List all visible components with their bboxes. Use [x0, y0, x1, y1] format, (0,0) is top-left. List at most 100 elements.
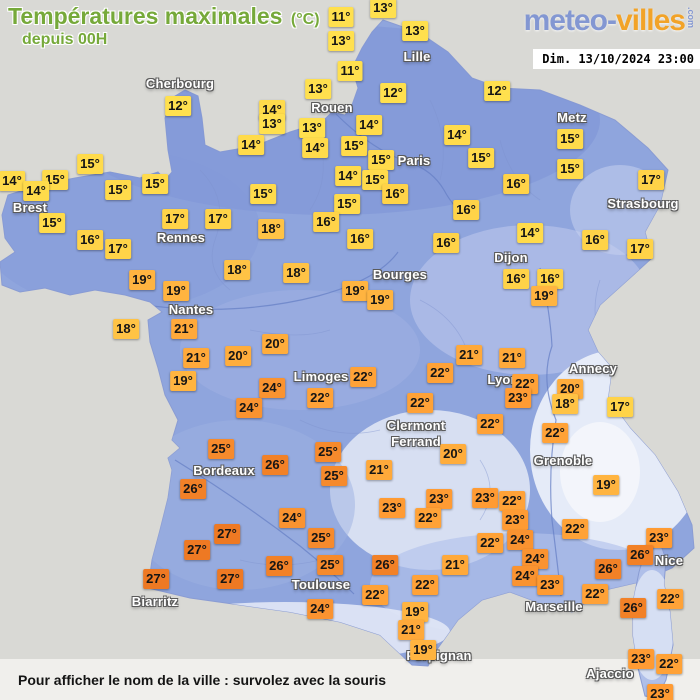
temperature-label[interactable]: 27° [217, 569, 243, 589]
temperature-label[interactable]: 18° [258, 219, 284, 239]
temperature-label[interactable]: 17° [205, 209, 231, 229]
temperature-label[interactable]: 24° [279, 508, 305, 528]
temperature-label[interactable]: 14° [356, 115, 382, 135]
temperature-label[interactable]: 19° [163, 281, 189, 301]
temperature-label[interactable]: 25° [208, 439, 234, 459]
temperature-label[interactable]: 16° [503, 269, 529, 289]
temperature-label[interactable]: 11° [328, 7, 354, 27]
temperature-label[interactable]: 13° [299, 118, 325, 138]
temperature-label[interactable]: 13° [259, 114, 285, 134]
temperature-label[interactable]: 17° [105, 239, 131, 259]
temperature-label[interactable]: 22° [350, 367, 376, 387]
temperature-label[interactable]: 21° [456, 345, 482, 365]
temperature-label[interactable]: 23° [472, 488, 498, 508]
temperature-label[interactable]: 22° [499, 491, 525, 511]
temperature-label[interactable]: 11° [337, 61, 363, 81]
temperature-label[interactable]: 24° [522, 549, 548, 569]
temperature-label[interactable]: 22° [477, 414, 503, 434]
temperature-label[interactable]: 24° [236, 398, 262, 418]
temperature-label[interactable]: 13° [402, 21, 428, 41]
temperature-label[interactable]: 24° [512, 566, 538, 586]
temperature-label[interactable]: 15° [105, 180, 131, 200]
temperature-label[interactable]: 18° [224, 260, 250, 280]
temperature-label[interactable]: 21° [499, 348, 525, 368]
temperature-label[interactable]: 15° [77, 154, 103, 174]
temperature-label[interactable]: 17° [607, 397, 633, 417]
temperature-label[interactable]: 26° [262, 455, 288, 475]
temperature-label[interactable]: 20° [440, 444, 466, 464]
temperature-label[interactable]: 26° [595, 559, 621, 579]
temperature-label[interactable]: 21° [183, 348, 209, 368]
temperature-label[interactable]: 15° [341, 136, 367, 156]
temperature-label[interactable]: 23° [502, 510, 528, 530]
temperature-label[interactable]: 27° [214, 524, 240, 544]
temperature-label[interactable]: 22° [427, 363, 453, 383]
temperature-label[interactable]: 22° [362, 585, 388, 605]
temperature-label[interactable]: 16° [433, 233, 459, 253]
temperature-label[interactable]: 23° [379, 498, 405, 518]
temperature-label[interactable]: 14° [23, 181, 49, 201]
temperature-label[interactable]: 19° [170, 371, 196, 391]
temperature-label[interactable]: 13° [328, 31, 354, 51]
temperature-label[interactable]: 13° [370, 0, 396, 18]
temperature-label[interactable]: 19° [410, 640, 436, 660]
temperature-label[interactable]: 22° [412, 575, 438, 595]
temperature-label[interactable]: 12° [484, 81, 510, 101]
temperature-label[interactable]: 15° [362, 170, 388, 190]
meteo-villes-logo[interactable]: meteo-villes .com [524, 4, 696, 38]
temperature-label[interactable]: 23° [628, 649, 654, 669]
temperature-label[interactable]: 23° [646, 528, 672, 548]
temperature-label[interactable]: 26° [627, 545, 653, 565]
temperature-label[interactable]: 25° [315, 442, 341, 462]
temperature-label[interactable]: 15° [142, 174, 168, 194]
temperature-label[interactable]: 25° [321, 466, 347, 486]
temperature-label[interactable]: 21° [366, 460, 392, 480]
temperature-label[interactable]: 14° [302, 138, 328, 158]
temperature-label[interactable]: 17° [627, 239, 653, 259]
temperature-label[interactable]: 23° [505, 388, 531, 408]
temperature-label[interactable]: 21° [398, 620, 424, 640]
temperature-label[interactable]: 18° [552, 394, 578, 414]
temperature-label[interactable]: 25° [308, 528, 334, 548]
temperature-label[interactable]: 24° [259, 378, 285, 398]
temperature-label[interactable]: 20° [225, 346, 251, 366]
temperature-label[interactable]: 23° [426, 489, 452, 509]
temperature-label[interactable]: 26° [180, 479, 206, 499]
temperature-label[interactable]: 19° [593, 475, 619, 495]
temperature-label[interactable]: 13° [305, 79, 331, 99]
temperature-label[interactable]: 19° [531, 286, 557, 306]
temperature-label[interactable]: 16° [582, 230, 608, 250]
temperature-label[interactable]: 12° [380, 83, 406, 103]
temperature-label[interactable]: 20° [262, 334, 288, 354]
temperature-label[interactable]: 22° [562, 519, 588, 539]
temperature-label[interactable]: 12° [165, 96, 191, 116]
temperature-label[interactable]: 22° [307, 388, 333, 408]
temperature-label[interactable]: 21° [171, 319, 197, 339]
temperature-label[interactable]: 27° [143, 569, 169, 589]
temperature-label[interactable]: 24° [507, 530, 533, 550]
temperature-label[interactable]: 22° [407, 393, 433, 413]
temperature-label[interactable]: 14° [517, 223, 543, 243]
temperature-label[interactable]: 16° [453, 200, 479, 220]
temperature-label[interactable]: 14° [238, 135, 264, 155]
temperature-label[interactable]: 25° [317, 555, 343, 575]
temperature-label[interactable]: 16° [347, 229, 373, 249]
temperature-label[interactable]: 23° [537, 575, 563, 595]
temperature-label[interactable]: 19° [342, 281, 368, 301]
temperature-label[interactable]: 17° [638, 170, 664, 190]
temperature-label[interactable]: 19° [367, 290, 393, 310]
temperature-label[interactable]: 15° [557, 129, 583, 149]
temperature-label[interactable]: 22° [657, 589, 683, 609]
temperature-label[interactable]: 16° [382, 184, 408, 204]
temperature-label[interactable]: 26° [620, 598, 646, 618]
temperature-label[interactable]: 14° [335, 166, 361, 186]
temperature-label[interactable]: 15° [39, 213, 65, 233]
temperature-label[interactable]: 14° [444, 125, 470, 145]
temperature-label[interactable]: 24° [307, 599, 333, 619]
temperature-label[interactable]: 19° [402, 602, 428, 622]
temperature-label[interactable]: 16° [537, 269, 563, 289]
temperature-label[interactable]: 16° [313, 212, 339, 232]
temperature-label[interactable]: 15° [557, 159, 583, 179]
temperature-label[interactable]: 22° [656, 654, 682, 674]
temperature-label[interactable]: 15° [334, 194, 360, 214]
